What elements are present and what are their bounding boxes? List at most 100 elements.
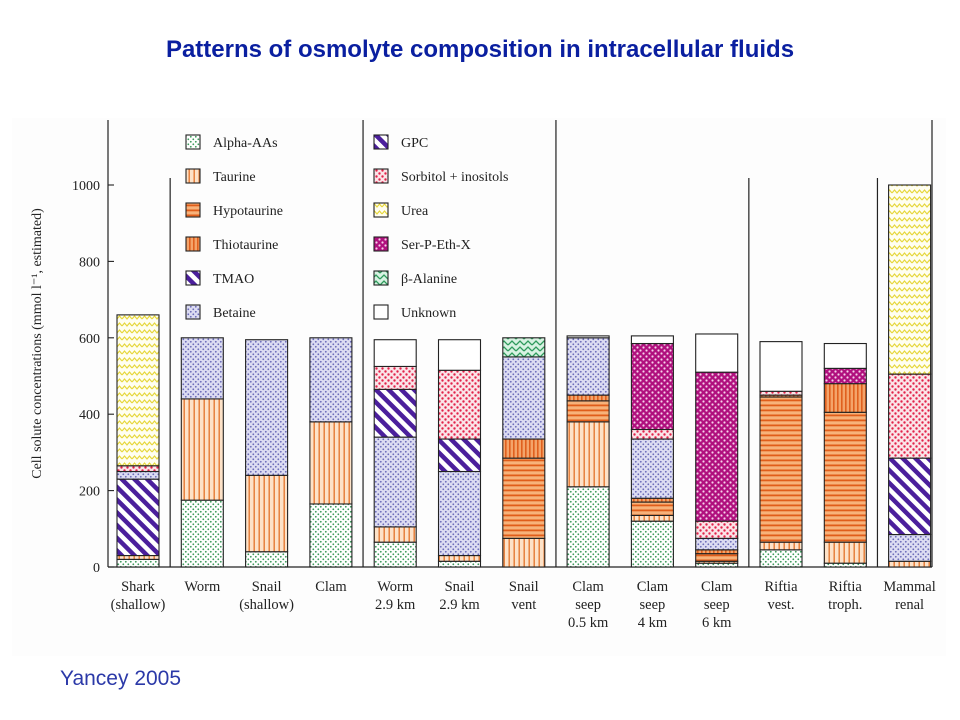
citation: Yancey 2005 — [60, 667, 182, 690]
y-tick-label: 800 — [79, 255, 100, 270]
bar-segment-unknown — [437, 339, 482, 371]
bar-segment-taurine — [437, 554, 482, 562]
bar-segment-sorbitol-inositols — [888, 373, 932, 459]
bar-segment-taurine — [373, 526, 417, 543]
chart-panel: Alpha-AAs Taurine Hypotaurine Thiotaurine TM… — [12, 118, 946, 656]
x-category-label: Clam — [572, 579, 604, 595]
bar-segment-taurine — [309, 421, 353, 505]
x-category-label: seep — [704, 597, 730, 613]
legend-swatch-gpc — [373, 134, 389, 150]
legend-swatch-urea — [373, 202, 389, 218]
x-category-label: Snail — [509, 579, 539, 595]
x-category-label: Clam — [315, 579, 347, 595]
legend-label-gpc: GPC — [401, 136, 428, 151]
x-category-label: Snail — [445, 579, 475, 595]
bar-segment-taurine — [116, 554, 160, 560]
bar-segment-betaine — [888, 533, 932, 562]
bar-segment-ser-p-eth-x — [630, 342, 674, 431]
bar-segment-taurine — [759, 541, 803, 551]
bar-segment-hypotaurine — [566, 400, 610, 423]
bar-segment-alpha-aas — [309, 503, 353, 568]
bar-segment-taurine — [888, 560, 932, 568]
legend-label-alanine: β-Alanine — [401, 272, 457, 287]
bar-segment-thiotaurine — [823, 383, 867, 413]
bar-segment-alpha-aas — [245, 551, 289, 568]
bar-segment-betaine — [437, 470, 482, 557]
x-category-label: Mammal — [883, 579, 935, 595]
bar-segment-unknown — [759, 341, 803, 392]
legend-label-urea: Urea — [401, 204, 429, 219]
bar-segment-thiotaurine — [630, 497, 674, 503]
bar-segment-alpha-aas — [630, 520, 674, 568]
bar-segment-thiotaurine — [695, 549, 739, 555]
y-tick-label: 200 — [79, 485, 100, 500]
bar-segment-betaine — [373, 436, 417, 528]
bar-segment-unknown — [566, 335, 610, 339]
x-category-label: Snail — [252, 579, 282, 595]
y-tick-label: 600 — [79, 332, 100, 347]
x-category-label: vent — [511, 597, 536, 613]
x-category-label: Worm — [184, 579, 221, 595]
x-category-label: Shark — [121, 579, 156, 595]
legend-swatch-ser-p-eth-x — [373, 236, 389, 252]
x-category-label: troph. — [828, 597, 862, 613]
bar-segment-betaine — [630, 438, 674, 499]
bar-segment-taurine — [245, 474, 289, 553]
bar-segment-betaine — [695, 537, 739, 551]
legend-label-alpha-aas: Alpha-AAs — [213, 136, 278, 151]
bar-segment-unknown — [823, 342, 867, 369]
slide-title: Patterns of osmolyte composition in intr… — [165, 36, 795, 63]
bar-segment-hypotaurine — [695, 553, 739, 562]
x-category-label: seep — [575, 597, 601, 613]
bar-segment-urea — [116, 314, 160, 467]
y-axis-label: Cell solute concentrations (mmol l⁻¹, es… — [30, 208, 45, 479]
legend-label-ser-p-eth-x: Ser-P-Eth-X — [401, 238, 471, 253]
bar-segment-alpha-aas — [116, 558, 160, 568]
y-tick-label: 0 — [93, 561, 100, 576]
bar-segment-sorbitol-inositols — [759, 390, 803, 396]
bar-segment-thiotaurine — [502, 438, 546, 459]
legend-label-tmao: TMAO — [213, 272, 254, 287]
legend-label-taurine: Taurine — [213, 170, 256, 185]
bar-segment-sorbitol-inositols — [116, 465, 160, 473]
x-category-label: Clam — [637, 579, 669, 595]
bar-segment-alanine — [502, 337, 546, 358]
legend-label-thiotaurine: Thiotaurine — [213, 238, 278, 253]
bar-segment-unknown — [695, 333, 739, 373]
bar-segment-gpc — [888, 457, 932, 536]
x-category-label: renal — [895, 597, 924, 613]
bar-segment-taurine — [630, 514, 674, 522]
bar-segment-alpha-aas — [373, 541, 417, 568]
bar-segment-alpha-aas — [823, 562, 867, 568]
x-category-label: 2.9 km — [439, 597, 480, 613]
bar-segment-unknown — [373, 339, 417, 368]
legend-swatch-alanine — [373, 270, 389, 286]
x-category-label: 6 km — [702, 615, 732, 631]
legend-swatch-taurine — [185, 168, 201, 184]
bar-segment-alpha-aas — [566, 486, 610, 568]
bar-segment-taurine — [823, 541, 867, 564]
bar-segment-alpha-aas — [437, 560, 482, 568]
bar-segment-sorbitol-inositols — [437, 369, 482, 440]
bar-segment-betaine — [309, 337, 353, 423]
y-tick-label: 400 — [79, 408, 100, 423]
y-tick-label: 1000 — [72, 179, 100, 194]
bar-segment-unknown — [630, 335, 674, 345]
bar-segment-urea — [888, 184, 932, 375]
bar-segment-taurine — [566, 421, 610, 488]
x-category-label: Clam — [701, 579, 733, 595]
legend-swatch-hypotaurine — [185, 202, 201, 218]
bar-segment-ser-p-eth-x — [823, 367, 867, 385]
bar-segment-betaine — [566, 337, 610, 396]
bar-segment-ser-p-eth-x — [695, 371, 739, 522]
legend-swatch-sorbitol-inositols — [373, 168, 389, 184]
legend-swatch-alpha-aas — [185, 134, 201, 150]
bar-segment-sorbitol-inositols — [373, 365, 417, 390]
bar-segment-tmao — [116, 478, 160, 557]
bar-segment-gpc — [373, 388, 417, 438]
x-category-label: 4 km — [638, 615, 668, 631]
bar-segment-betaine — [180, 337, 224, 400]
legend-label-hypotaurine: Hypotaurine — [213, 204, 283, 219]
legend-swatch-betaine — [185, 304, 201, 320]
legend-swatch-unknown — [373, 304, 389, 320]
